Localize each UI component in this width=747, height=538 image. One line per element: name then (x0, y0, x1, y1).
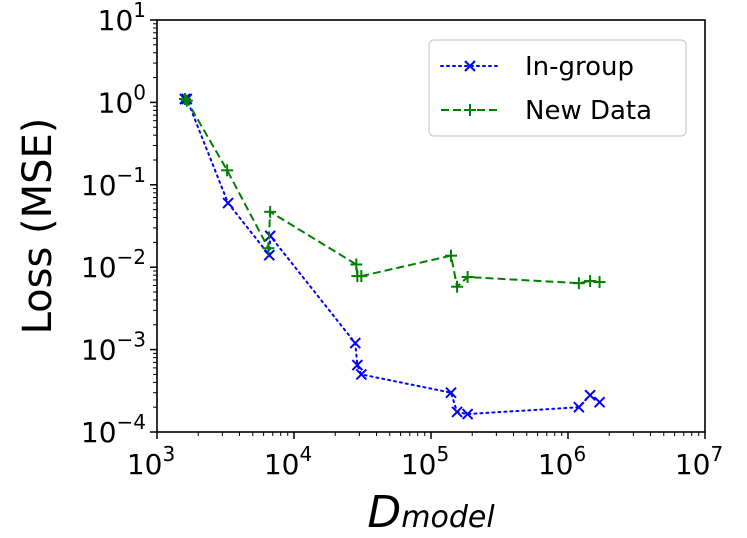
data-point-in-group (593, 396, 606, 408)
data-point-in-group (451, 406, 463, 418)
data-point-in-group (349, 337, 361, 349)
x-tick-label: 107 (675, 442, 723, 481)
data-point-in-group (445, 386, 457, 399)
x-axis-title: Dmodel (367, 487, 495, 538)
series-in-group (179, 93, 606, 420)
legend-box (428, 39, 687, 137)
data-point-new-data (221, 164, 234, 177)
y-tick-label: 10−3 (81, 328, 146, 367)
x-tick-label: 105 (401, 442, 449, 481)
x-tick-label: 103 (127, 442, 175, 481)
x-axis-title-sub: model (401, 500, 495, 535)
legend: In-group New Data (428, 39, 687, 137)
data-point-in-group (263, 249, 275, 261)
data-point-in-group (355, 368, 368, 381)
data-point-new-data (593, 276, 606, 289)
data-point-new-data (584, 275, 597, 287)
data-point-in-group (584, 389, 596, 401)
y-axis-title: Loss (MSE) (15, 118, 61, 335)
data-point-new-data (355, 270, 368, 283)
data-point-new-data (451, 280, 464, 293)
data-point-new-data (445, 249, 458, 262)
data-point-new-data (262, 242, 275, 255)
data-point-new-data (461, 271, 474, 284)
data-point-in-group (264, 230, 276, 242)
data-point-new-data (350, 258, 363, 271)
legend-item-new-data: New Data (441, 96, 652, 126)
data-point-in-group (461, 408, 474, 420)
x-tick-label: 104 (264, 442, 312, 481)
legend-marker-in-group (464, 60, 476, 72)
legend-item-in-group: In-group (440, 52, 634, 82)
series-line-in-group (183, 97, 601, 416)
data-point-in-group (222, 197, 234, 209)
y-tick-label: 101 (98, 0, 146, 37)
data-point-new-data (180, 94, 193, 107)
y-tick-label: 10−4 (81, 410, 146, 449)
legend-label-new-data: New Data (525, 96, 652, 126)
y-tick-label: 100 (98, 80, 146, 119)
y-tick-label: 10−2 (81, 245, 146, 284)
data-point-new-data (264, 205, 277, 218)
data-point-new-data (572, 277, 585, 290)
x-axis-title-main: D (367, 487, 401, 538)
plot-frame (156, 19, 706, 433)
series-line-new-data (184, 98, 600, 289)
data-point-in-group (573, 401, 585, 413)
series-layer (178, 92, 606, 420)
legend-label-in-group: In-group (525, 52, 634, 82)
x-tick-label: 106 (538, 442, 586, 481)
ticks-layer: 103 104 105 106 107 10−4 10−3 10−2 10−1 100 101 (81, 0, 723, 481)
series-new-data (178, 92, 606, 293)
y-tick-label: 10−1 (81, 163, 146, 202)
data-point-in-group (351, 359, 364, 371)
data-point-new-data (178, 92, 191, 105)
legend-marker-new-data (464, 104, 476, 116)
